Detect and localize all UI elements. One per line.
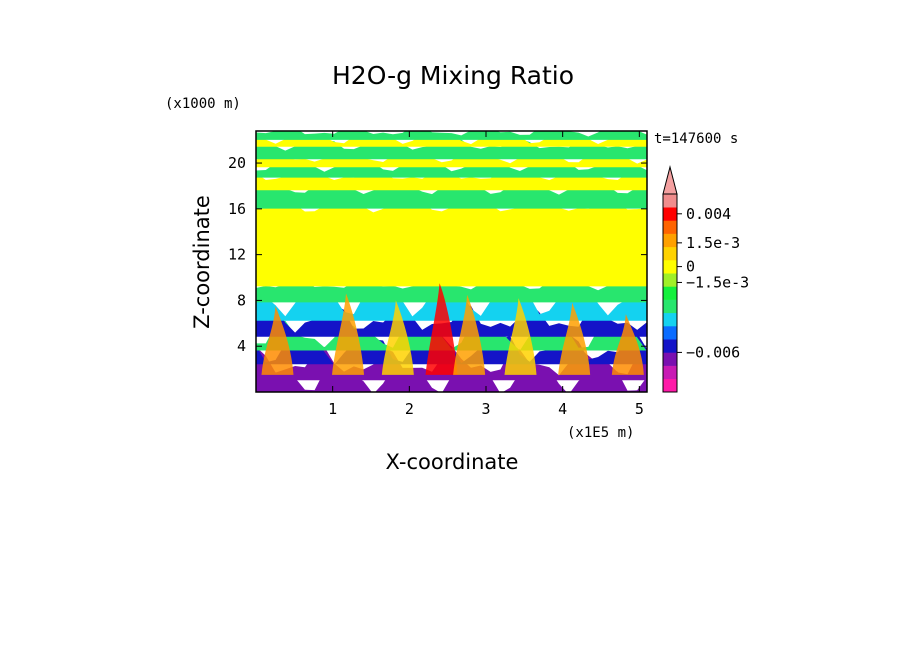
convective-plume — [558, 302, 591, 375]
colorbar-cell — [663, 312, 677, 327]
colorbar-cell — [663, 246, 677, 261]
x-axis-label: X-coordinate — [386, 450, 519, 474]
contour-band — [256, 200, 647, 287]
contour-band — [256, 182, 647, 209]
plot-area — [256, 131, 647, 392]
colorbar-labels: 0.004 1.5e-3 0−1.5e-3 −0.006 — [677, 205, 749, 361]
x-axis-ticks: 1 2 3 4 5 — [328, 131, 644, 418]
colorbar-frame — [662, 193, 678, 393]
y-tick-label: 8 — [237, 291, 246, 309]
colorbar-cell — [663, 273, 677, 287]
x-tick-label: 1 — [328, 400, 337, 418]
colorbar-cell — [663, 352, 677, 366]
contour-band — [256, 131, 647, 140]
convective-plume — [332, 293, 364, 375]
y-axis-ticks: 4 8 12 16 20 — [228, 154, 647, 355]
y-tick-label: 20 — [228, 154, 246, 172]
convective-plume — [425, 283, 458, 375]
colorbar-cell — [663, 207, 677, 221]
y-tick-label: 4 — [237, 337, 246, 355]
colorbar-cell — [663, 233, 677, 248]
contour-band — [256, 151, 647, 168]
contour-band — [256, 138, 647, 160]
colorbar-cell — [663, 365, 677, 380]
time-label: t=147600 s — [654, 131, 738, 147]
colorbar-cell — [663, 299, 677, 314]
colorbar-label: 0 — [686, 258, 695, 276]
chart-title: H2O-g Mixing Ratio — [332, 61, 574, 90]
colorbar-label: 0.004 — [686, 205, 731, 223]
contour-band — [256, 169, 647, 191]
plot-frame — [255, 130, 648, 393]
colorbar-cell — [663, 220, 677, 234]
colorbar-extend-arrow — [662, 165, 678, 195]
colorbar-cell — [663, 194, 677, 208]
colorbar: 0.004 1.5e-3 0−1.5e-3 −0.006 — [662, 165, 749, 393]
convective-plume — [504, 298, 537, 375]
convective-plume — [261, 306, 294, 375]
convective-plume — [381, 300, 414, 375]
x-unit-label: (x1E5 m) — [567, 425, 634, 441]
colorbar-cells — [663, 194, 677, 393]
colorbar-cell — [663, 286, 677, 300]
colorbar-cell — [663, 378, 677, 393]
y-unit-label: (x1000 m) — [165, 96, 241, 112]
colorbar-cell — [663, 260, 677, 274]
colorbar-label: −1.5e-3 — [686, 273, 749, 291]
y-axis-label: Z-coordinate — [190, 195, 214, 329]
colorbar-label: −0.006 — [686, 343, 740, 361]
contour-band — [256, 287, 647, 321]
colorbar-cell — [663, 326, 677, 340]
x-tick-label: 4 — [558, 400, 567, 418]
x-tick-label: 2 — [405, 400, 414, 418]
x-tick-label: 3 — [481, 400, 490, 418]
colorbar-cell — [663, 339, 677, 353]
contour-plumes — [261, 283, 644, 375]
contour-bands — [256, 131, 647, 392]
convective-plume — [453, 294, 486, 375]
colorbar-label: 1.5e-3 — [686, 234, 740, 252]
y-tick-label: 16 — [228, 200, 246, 218]
x-tick-label: 5 — [635, 400, 644, 418]
convective-plume — [611, 314, 644, 375]
contour-band — [256, 302, 647, 337]
y-tick-label: 12 — [228, 246, 246, 264]
